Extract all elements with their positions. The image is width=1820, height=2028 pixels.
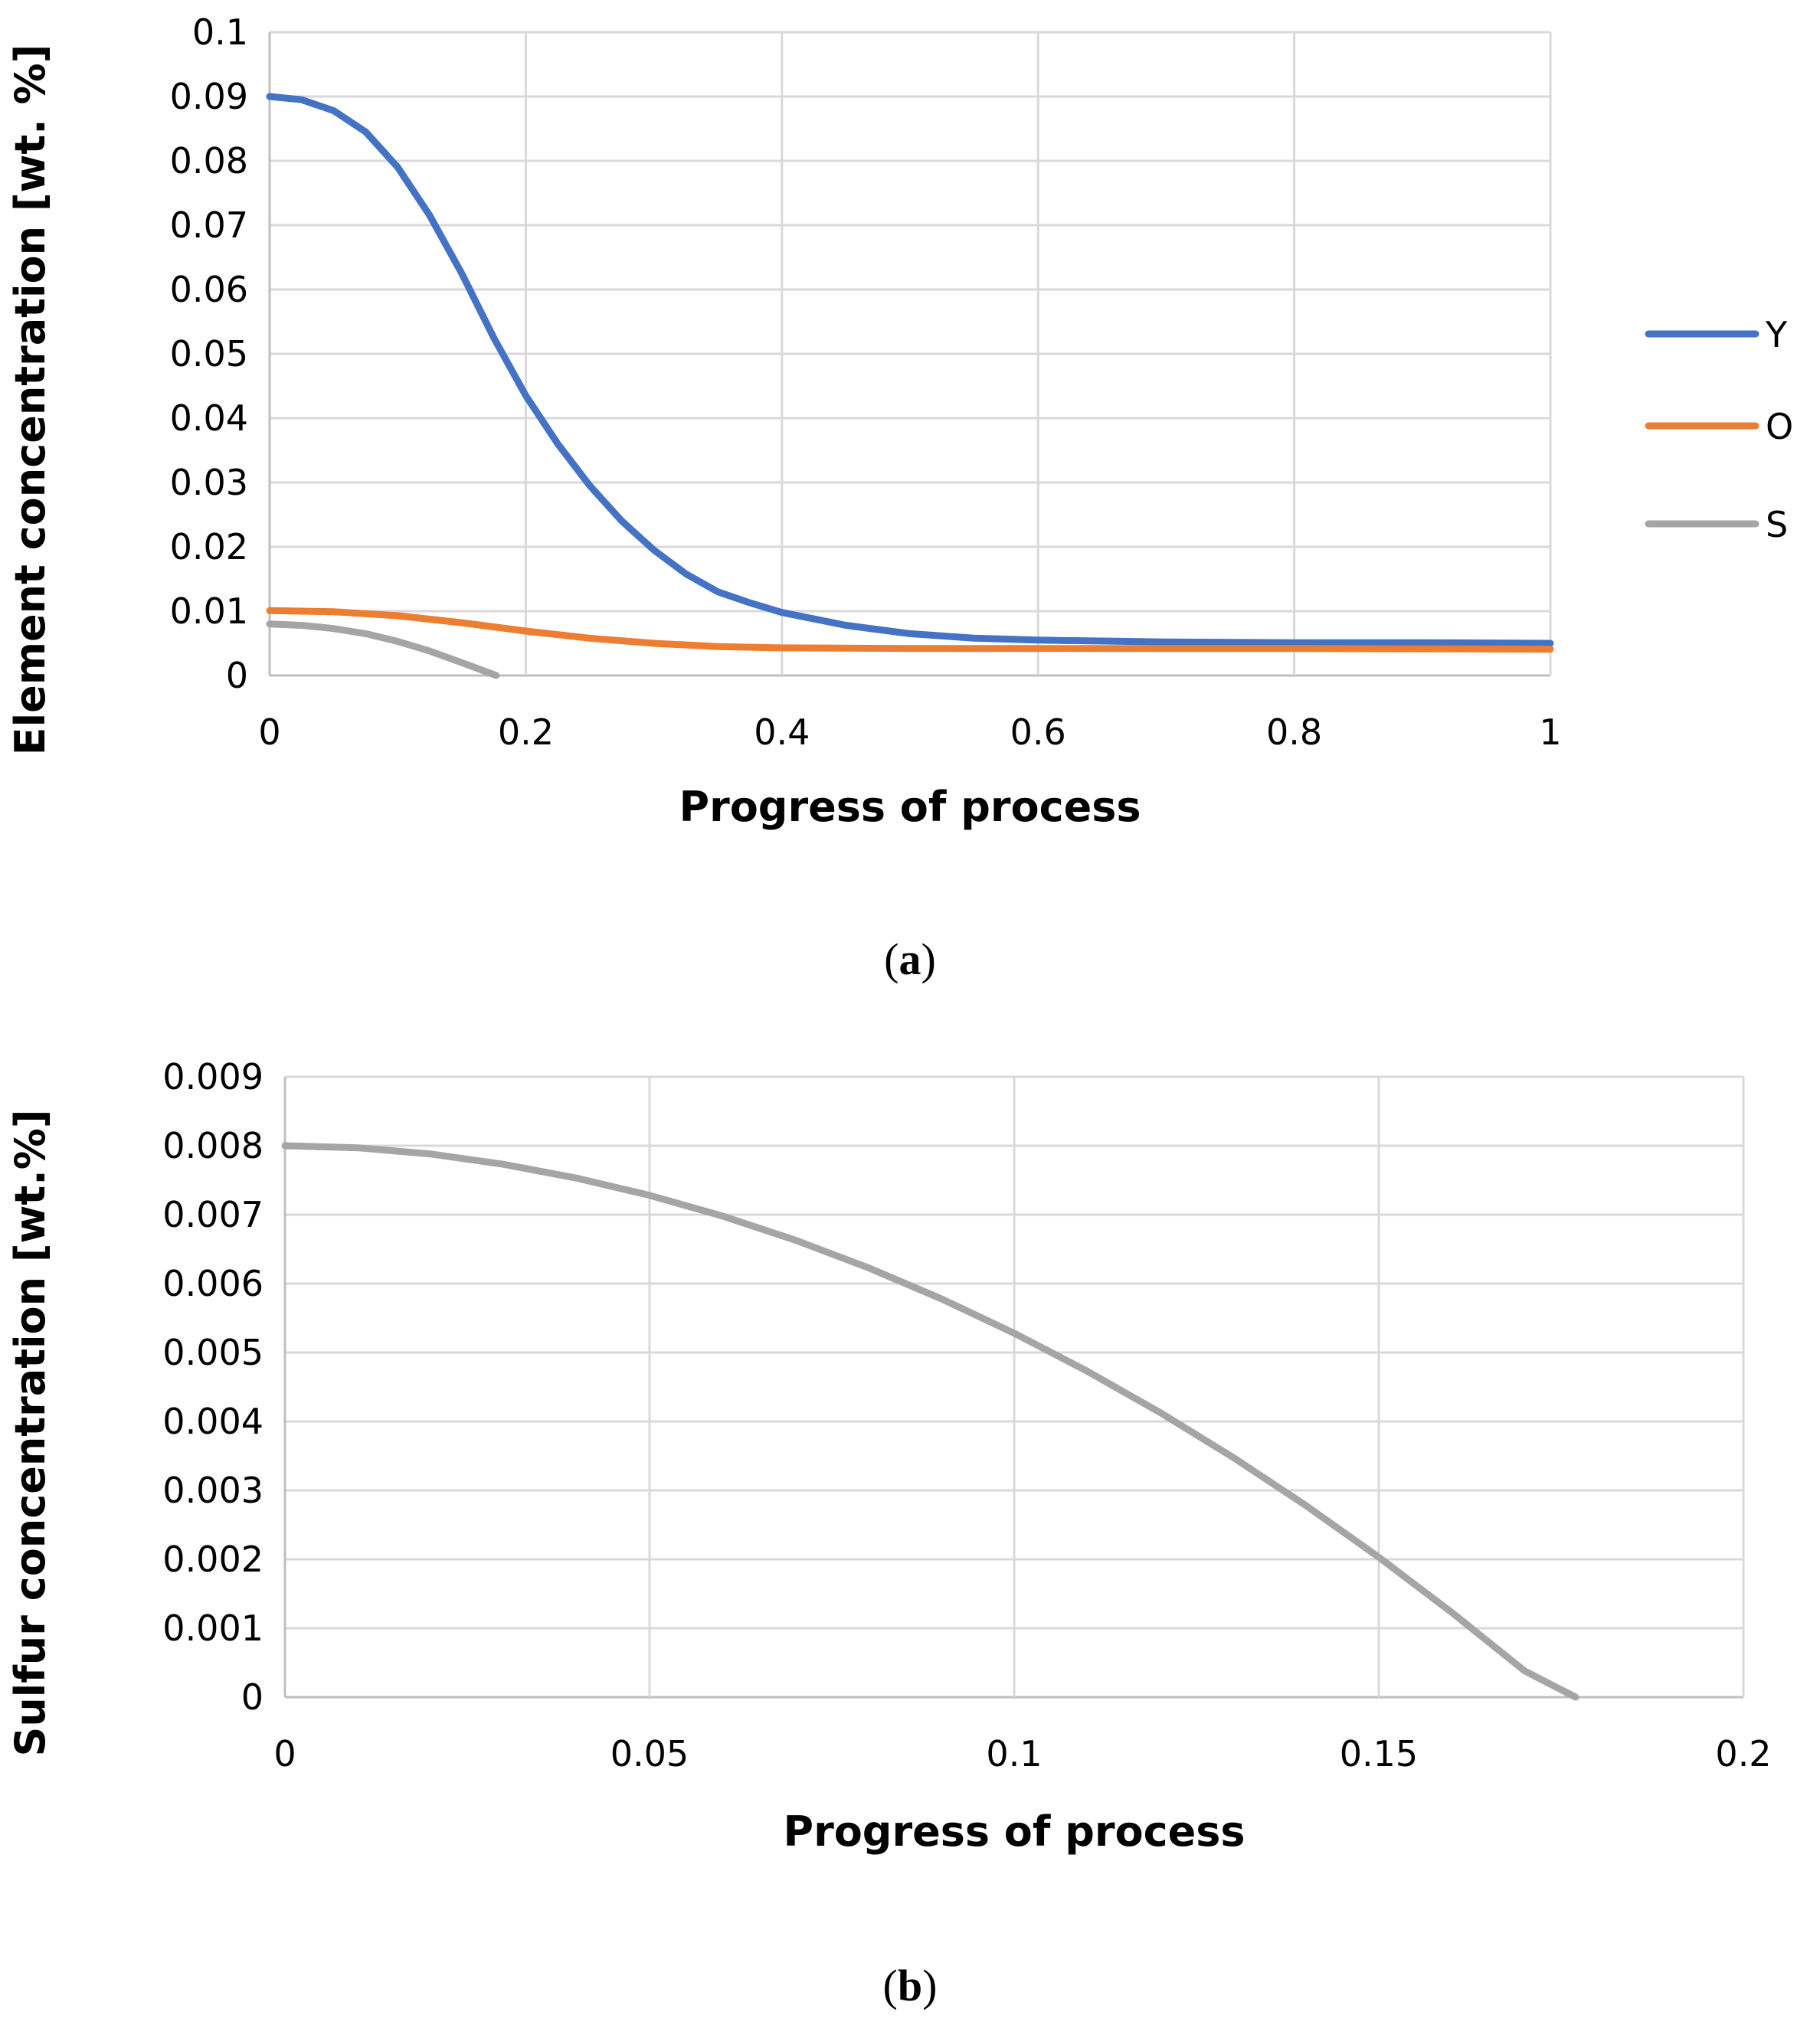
x-tick-label: 0.2 bbox=[1715, 1733, 1771, 1774]
y-axis-title: Sulfur concentration [wt.%] bbox=[6, 1109, 54, 1756]
x-tick-label: 0.15 bbox=[1340, 1733, 1418, 1774]
y-tick-label: 0.02 bbox=[170, 526, 248, 568]
y-tick-label: 0.08 bbox=[170, 140, 248, 182]
legend-label-y: Y bbox=[1765, 314, 1788, 355]
y-tick-label: 0 bbox=[241, 1676, 264, 1718]
y-tick-label: 0.1 bbox=[192, 11, 248, 53]
y-tick-label: 0.005 bbox=[162, 1332, 264, 1373]
x-axis-title: Progress of process bbox=[679, 783, 1141, 831]
panel-label-paren-open: ( bbox=[884, 934, 899, 984]
y-tick-label: 0 bbox=[226, 655, 248, 696]
series-line-y bbox=[266, 93, 1554, 647]
y-tick-label: 0.008 bbox=[162, 1125, 264, 1166]
x-tick-label: 0.05 bbox=[610, 1733, 689, 1774]
y-tick-label: 0.06 bbox=[170, 269, 248, 310]
panel-a-chart: 0 0.01 0.02 0.03 0.04 0.05 0.06 0.07 0.08 0.09 0.1… bbox=[6, 11, 1793, 984]
panel-label: (b) bbox=[883, 1961, 938, 2010]
y-tick-label: 0.05 bbox=[170, 333, 248, 375]
y-axis-title: Element concentration [wt. %] bbox=[6, 44, 54, 756]
y-tick-label: 0.09 bbox=[170, 76, 248, 117]
panel-label-letter: b bbox=[898, 1961, 922, 2010]
x-tick-label: 0.4 bbox=[754, 711, 810, 753]
y-tick-label: 0.01 bbox=[170, 590, 248, 632]
x-tick-label: 0.6 bbox=[1010, 711, 1066, 753]
panel-label-paren-open: ( bbox=[883, 1961, 898, 2010]
y-tick-label: 0.03 bbox=[170, 462, 248, 503]
panel-label-letter: a bbox=[899, 934, 921, 984]
panel-label: (a) bbox=[884, 934, 936, 984]
x-tick-label: 0.2 bbox=[498, 711, 554, 753]
y-tick-label: 0.009 bbox=[162, 1056, 264, 1097]
x-tick-label: 0.8 bbox=[1266, 711, 1322, 753]
y-tick-label: 0.004 bbox=[162, 1401, 264, 1442]
y-tick-label: 0.002 bbox=[162, 1539, 264, 1580]
y-tick-label: 0.001 bbox=[162, 1608, 264, 1649]
panel-label-paren-close: ) bbox=[921, 934, 936, 984]
x-tick-label: 0 bbox=[258, 711, 280, 753]
x-axis-title: Progress of process bbox=[784, 1807, 1246, 1856]
legend-label-s: S bbox=[1766, 504, 1788, 545]
x-tick-label: 1 bbox=[1539, 711, 1561, 753]
y-tick-label: 0.007 bbox=[162, 1194, 264, 1235]
series-line-s bbox=[266, 620, 500, 679]
y-tick-label: 0.04 bbox=[170, 397, 248, 439]
x-tick-label: 0.1 bbox=[986, 1733, 1042, 1774]
panel-b-chart: 0 0.001 0.002 0.003 0.004 0.005 0.006 0.007 0.00… bbox=[6, 1056, 1772, 2010]
y-tick-label: 0.006 bbox=[162, 1263, 264, 1304]
series-line-s bbox=[281, 1142, 1579, 1701]
legend-label-o: O bbox=[1766, 406, 1793, 447]
panel-label-paren-close: ) bbox=[922, 1961, 937, 2010]
y-tick-label: 0.003 bbox=[162, 1470, 264, 1511]
series-line-o bbox=[266, 607, 1554, 653]
x-tick-label: 0 bbox=[273, 1733, 296, 1774]
y-tick-label: 0.07 bbox=[170, 204, 248, 246]
